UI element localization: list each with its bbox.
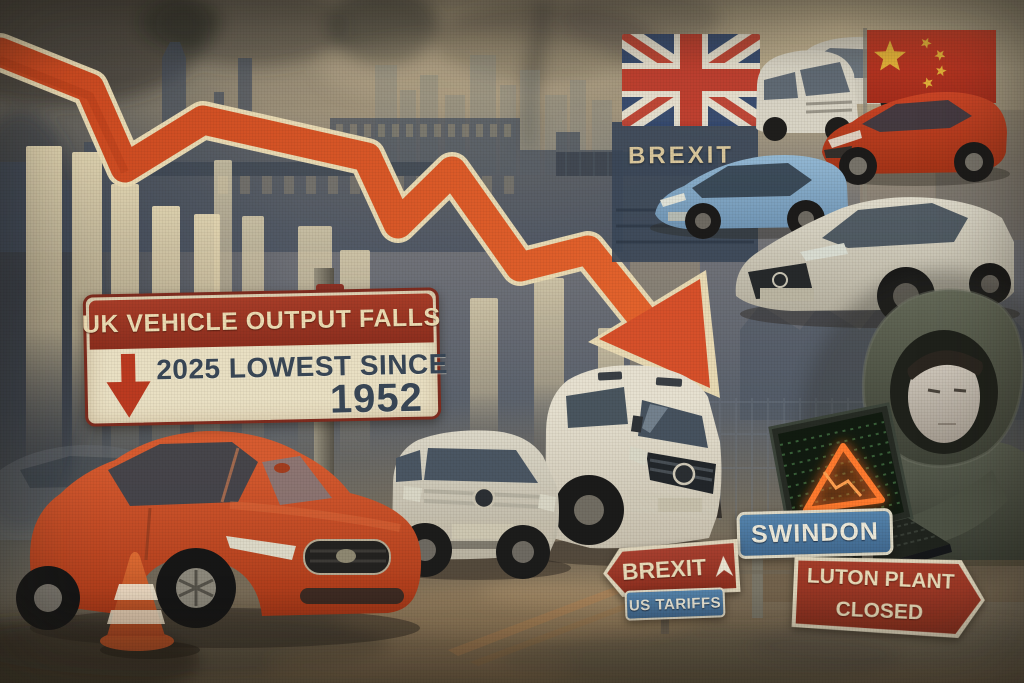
headline-sign-line2: 1952 [329,375,424,422]
tire-streaks [448,585,645,666]
brexit-arrow-sign: BREXIT [602,539,741,600]
hacker-face [908,351,980,443]
luton-sign-face: LUTON PLANT CLOSED [796,557,983,635]
brexit-arrow-sign-label: BREXIT [621,553,707,585]
headline-sign: UK VEHICLE OUTPUT FALLS 2025 LOWEST SINC… [82,287,448,427]
red-coupe [820,92,1010,186]
headline-sign-body: 2025 LOWEST SINCE 1952 [90,342,448,426]
down-arrow-icon [106,353,151,418]
brexit-wall-label: BREXIT [627,141,735,170]
luton-plant-closed-sign: LUTON PLANT CLOSED [791,553,986,639]
headline-sign-header: UK VEHICLE OUTPUT FALLS [82,293,441,350]
us-tariffs-sign: US TARIFFS [624,587,726,621]
red-sedan [16,430,422,648]
up-arrow-icon [713,555,734,578]
warning-triangle-icon [803,443,885,513]
hooded-hacker [800,270,1024,590]
swindon-sign: SWINDON [736,507,894,560]
downward-trend-arrow-icon [0,33,720,398]
white-vw-minivan [379,430,571,580]
luton-sign-line1: LUTON PLANT [806,564,956,594]
brexit-arrow-sign-face: BREXIT [606,543,737,596]
union-jack-flag-icon [622,34,760,126]
luton-sign-line2: CLOSED [835,597,924,625]
traffic-cone-icon [100,552,200,659]
